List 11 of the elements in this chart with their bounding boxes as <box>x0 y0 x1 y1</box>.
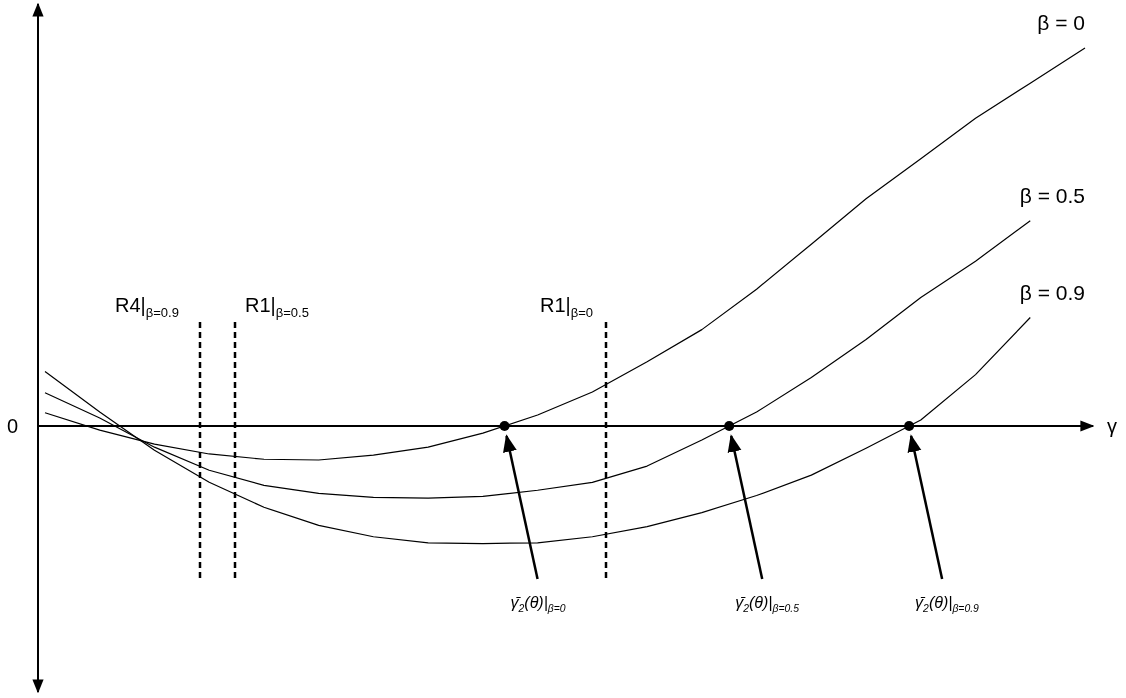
annotation: R1|$_{β=0.5}$ <box>245 294 309 320</box>
annotation: R1|$_{β=0}$ <box>540 294 594 320</box>
series-label: β = 0.9 <box>1019 280 1085 304</box>
text: 0 <box>6 415 18 437</box>
text: γ̄$_{2}$(θ)|$_{β=0.5}$ <box>735 594 800 614</box>
x-axis-title: γ <box>1107 415 1117 437</box>
text: γ̄$_{2}$(θ)|$_{β=0.9}$ <box>915 594 980 614</box>
annotation: R4|$_{β=0.9}$ <box>115 294 179 320</box>
series-label: β = 0.5 <box>1019 183 1085 207</box>
text: γ̄$_{2}$(θ)|$_{β=0}$ <box>510 594 566 614</box>
series-label: β = 0 <box>1037 11 1085 34</box>
